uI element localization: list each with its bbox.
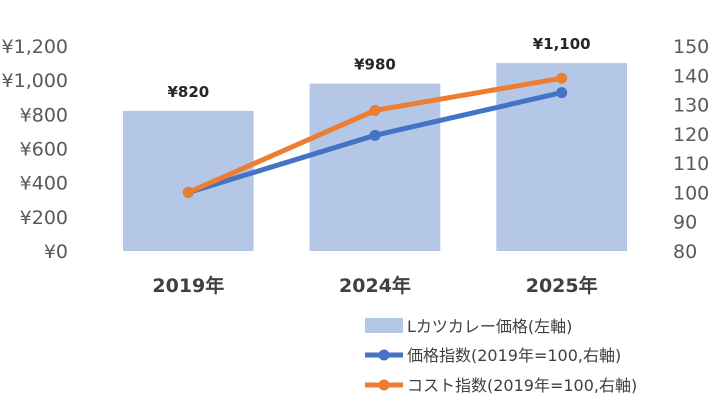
category-axis: 2019年 2024年 2025年 [152,274,597,297]
legend-label: Lカツカレー価格(左軸) [407,317,572,336]
category-label: 2019年 [152,274,224,297]
legend-label: 価格指数(2019年=100,右軸) [407,346,621,365]
bar-data-label: ¥820 [167,83,209,101]
bar-series [123,63,627,252]
right-axis-tick-label: 80 [673,241,697,263]
legend-marker [378,379,390,391]
left-axis-tick-label: ¥0 [44,241,68,263]
left-axis-tick-label: ¥1,000 [2,70,68,92]
right-axis-tick-label: 110 [673,153,709,175]
right-axis: 80 90 100 110 120 130 140 150 [673,36,709,263]
data-point [556,87,568,99]
data-point [556,72,568,84]
left-axis: ¥0 ¥200 ¥400 ¥600 ¥800 ¥1,000 ¥1,200 [2,36,68,263]
left-axis-tick-label: ¥400 [20,173,68,195]
bar-data-labels: ¥820 ¥980 ¥1,100 [167,35,590,101]
right-axis-tick-label: 140 [673,65,709,87]
left-axis-tick-label: ¥1,200 [2,36,68,58]
category-label: 2025年 [526,274,598,297]
bar-data-label: ¥1,100 [533,35,591,53]
bar-data-label: ¥980 [354,56,396,74]
right-axis-tick-label: 150 [673,36,709,58]
right-axis-tick-label: 90 [673,212,697,234]
right-axis-tick-label: 100 [673,182,709,204]
data-point [369,129,381,141]
data-point [369,104,381,116]
legend-marker [378,349,390,361]
legend-bar-swatch [365,318,403,333]
left-axis-tick-label: ¥800 [20,104,68,126]
line-series-2 [182,72,568,198]
right-axis-tick-label: 120 [673,124,709,146]
left-axis-tick-label: ¥600 [20,139,68,161]
data-point [182,186,194,198]
right-axis-tick-label: 130 [673,95,709,117]
legend: Lカツカレー価格(左軸) 価格指数(2019年=100,右軸) コスト指数(2019… [365,317,637,395]
line-series-group [182,72,568,198]
category-label: 2024年 [339,274,411,297]
left-axis-tick-label: ¥200 [20,207,68,229]
legend-label: コスト指数(2019年=100,右軸) [407,376,637,395]
